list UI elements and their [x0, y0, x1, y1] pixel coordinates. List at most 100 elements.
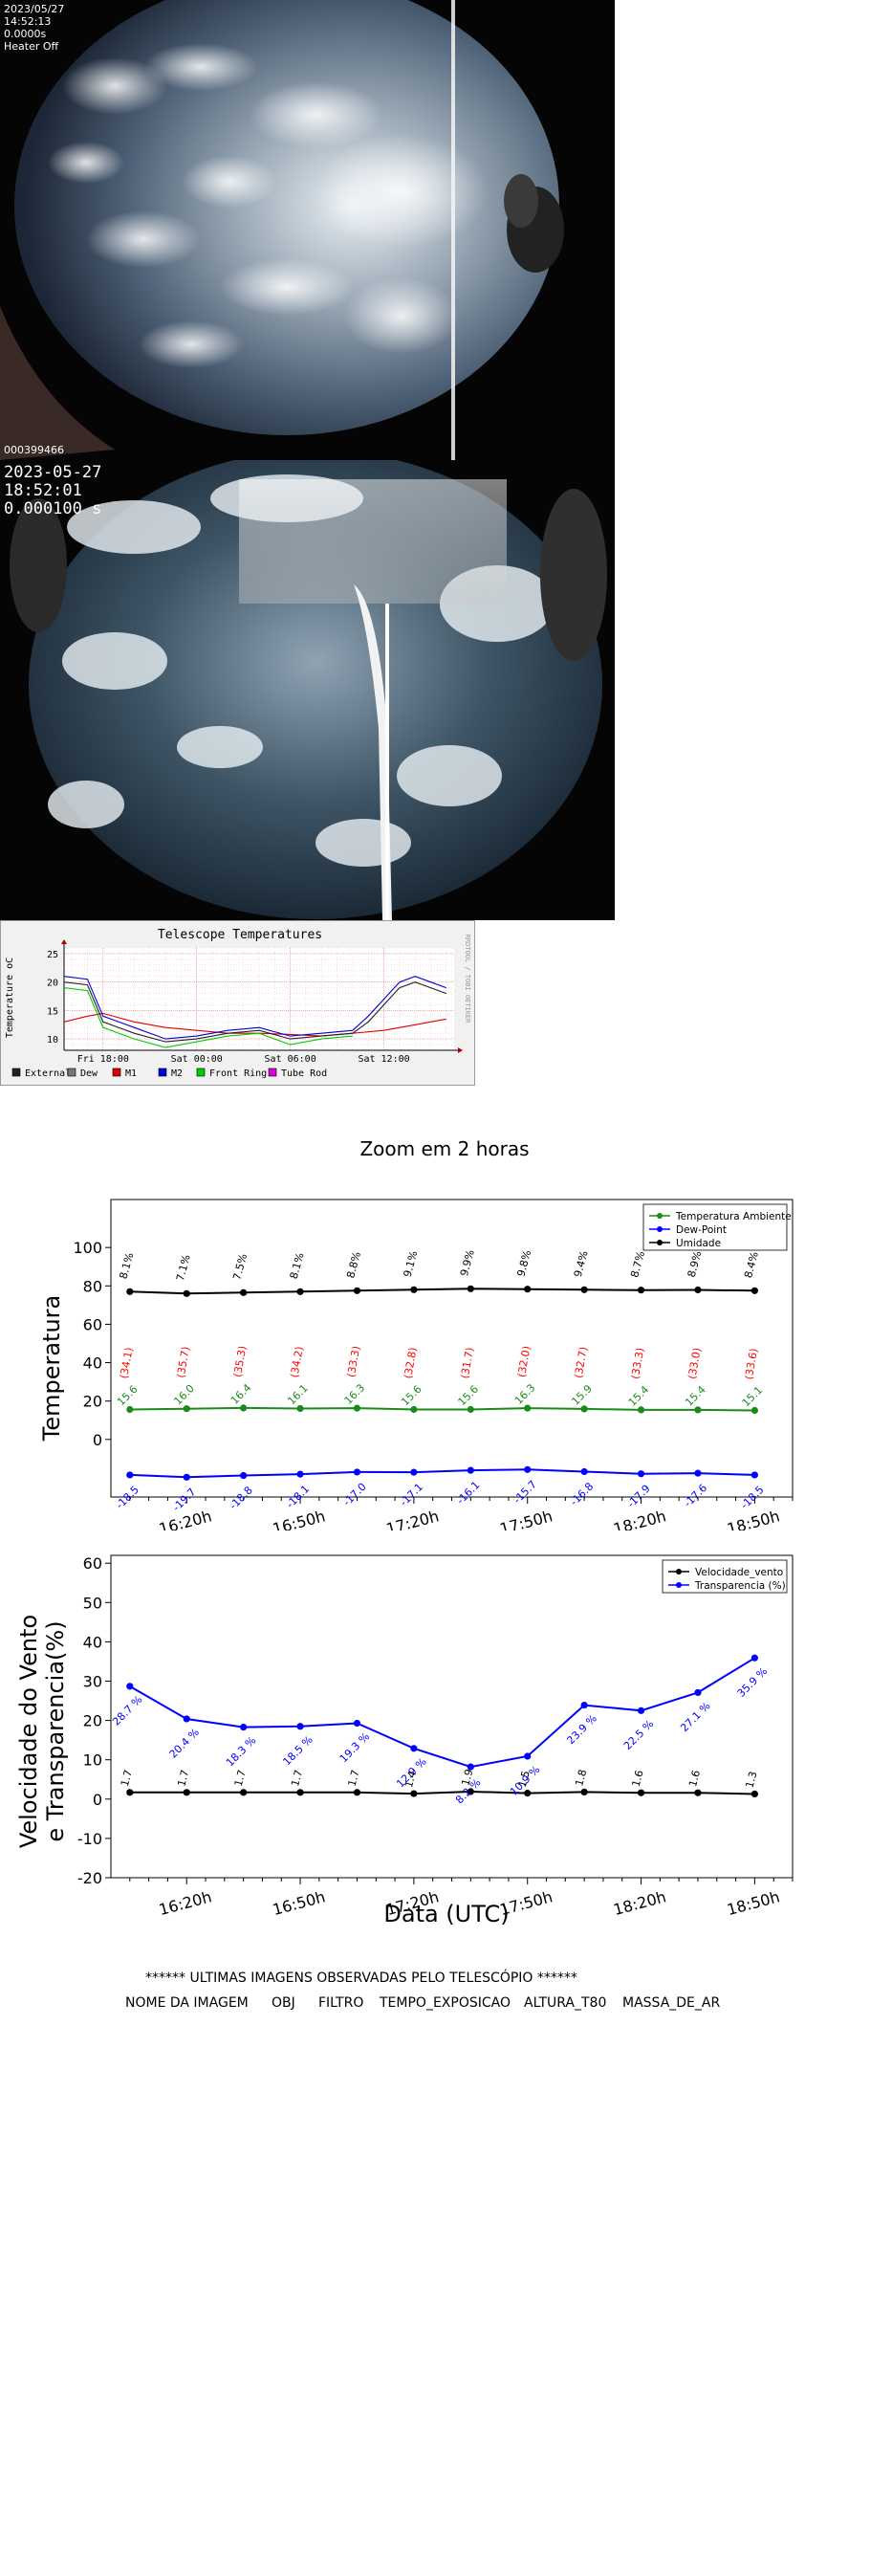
zoom-point-temperatura-ambiente — [467, 1405, 474, 1414]
zoom-data-label: -16.1 — [454, 1479, 482, 1507]
zoom-data-label: 16.3 — [512, 1381, 538, 1407]
zoom-data-label: -19.7 — [170, 1486, 198, 1513]
telescope-legend-label: M1 — [125, 1068, 137, 1079]
wind-data-label: 1.7 — [232, 1769, 249, 1788]
wind-ytick-label: 50 — [83, 1594, 102, 1612]
wind-ytick-label: 10 — [83, 1751, 102, 1770]
wind-ytick-label: 60 — [83, 1554, 102, 1573]
wind-series-transparencia — [129, 1657, 755, 1769]
column-filtro: FILTRO — [318, 1995, 364, 2011]
zoom-data-label: 15.6 — [456, 1383, 482, 1409]
zoom-data-label: (33.3) — [629, 1347, 647, 1380]
zoom-data-label: (33.0) — [685, 1347, 704, 1380]
wind-xtick-label: 18:20h — [612, 1887, 668, 1919]
zoom-data-label: -17.1 — [398, 1481, 425, 1508]
telescope-legend-swatch — [11, 1068, 21, 1077]
zoom-data-label: 16.3 — [342, 1381, 368, 1407]
zoom-data-label: 15.9 — [569, 1382, 595, 1408]
zoom-ytick-label: 100 — [73, 1239, 102, 1257]
zoom-data-label: 8.9% — [685, 1249, 705, 1278]
allsky-camera-image-2: 2023-05-27 18:52:01 0.000100 s — [0, 460, 615, 920]
zoom-data-label: 8.7% — [628, 1250, 647, 1279]
wind-point-velocidade-vento — [353, 1789, 361, 1796]
zoom-plot-area: 100 80 60 40 20 0 16:20h 16:50h 17:20h 17:50h 18:2… — [73, 1199, 794, 1530]
wind-data-label: 1.5 — [516, 1770, 533, 1789]
zoom-point-temperatura-ambiente — [750, 1406, 758, 1415]
zoom-series-dew-point — [129, 1468, 755, 1479]
wind-ytick-label: -20 — [77, 1869, 102, 1887]
zoom-point-umidade — [580, 1286, 588, 1293]
wind-point-transparencia — [580, 1701, 588, 1709]
allsky-fisheye-view-1 — [0, 0, 615, 460]
zoom-xtick-label: 17:20h — [384, 1507, 441, 1530]
zoom-point-temperatura-ambiente — [410, 1405, 418, 1414]
zoom-point-temperatura-ambiente — [694, 1406, 702, 1414]
allsky-camera-image-1: 2023/05/27 14:52:13 0.0000s Heater Off 0… — [0, 0, 615, 460]
zoom-point-dew-point — [524, 1465, 532, 1473]
wind-point-velocidade-vento — [126, 1789, 134, 1796]
zoom-point-temperatura-ambiente — [240, 1404, 248, 1412]
zoom-ytick-label: 60 — [83, 1315, 102, 1333]
zoom-legend-marker — [657, 1240, 663, 1245]
telescope-xtick-label: Sat 12:00 — [358, 1054, 409, 1065]
zoom-temperature-chart: Zoom em 2 horas Temperatura 100 80 60 40 20 0… — [38, 1137, 794, 1530]
zoom-ytick-label: 80 — [83, 1277, 102, 1295]
zoom-data-label: -16.8 — [568, 1480, 596, 1508]
wind-data-label: 1.9 — [459, 1768, 475, 1787]
wind-legend-label: Velocidade_vento — [695, 1567, 783, 1578]
telescope-ytick-label: 15 — [47, 1006, 58, 1017]
wind-data-label: 35.9 % — [735, 1665, 770, 1700]
zoom-data-label: -17.9 — [624, 1483, 652, 1510]
wind-data-label: 1.6 — [630, 1769, 646, 1788]
zoom-data-label: 8.4% — [742, 1250, 761, 1279]
zoom-point-dew-point — [183, 1473, 190, 1481]
zoom-point-dew-point — [637, 1470, 645, 1478]
zoom-data-label: 15.4 — [683, 1383, 708, 1409]
zoom-ytick-label: 20 — [83, 1393, 102, 1411]
telescope-temperatures-panel: Telescope Temperatures Temperature oC RR… — [0, 920, 475, 1086]
wind-data-label: 18.3 % — [224, 1734, 258, 1769]
zoom-point-temperatura-ambiente — [296, 1404, 304, 1413]
wind-point-transparencia — [353, 1719, 361, 1728]
column-tempo-exposicao: TEMPO_EXPOSICAO — [380, 1995, 511, 2011]
zoom-point-umidade — [126, 1288, 134, 1295]
zoom-data-label: 15.6 — [115, 1383, 141, 1409]
wind-data-label: 1.7 — [346, 1769, 362, 1788]
wind-data-label: 18.5 % — [280, 1733, 315, 1768]
wind-ytick-label: 30 — [83, 1673, 102, 1691]
camera2-date: 2023-05-27 — [4, 463, 102, 482]
wind-point-velocidade-vento — [580, 1788, 588, 1796]
zoom-point-dew-point — [126, 1471, 134, 1479]
zoom-data-label: 9.9% — [458, 1248, 477, 1277]
telescope-legend-swatch — [158, 1068, 167, 1077]
wind-point-velocidade-vento — [410, 1790, 418, 1797]
zoom-data-label: 15.1 — [740, 1384, 766, 1410]
zoom-legend-marker — [657, 1226, 663, 1232]
zoom-chart-ylabel: Temperatura — [38, 1295, 65, 1442]
wind-point-transparencia — [694, 1688, 702, 1697]
zoom-legend-label: Temperatura Ambiente — [675, 1211, 792, 1222]
zoom-data-label: (32.0) — [515, 1345, 533, 1378]
zoom-legend-label: Umidade — [676, 1238, 721, 1249]
wind-point-velocidade-vento — [183, 1789, 190, 1796]
zoom-data-label: -18.8 — [228, 1484, 255, 1511]
telescope-legend-label: External — [25, 1068, 71, 1079]
telescope-y-arrow — [61, 939, 67, 944]
zoom-point-temperatura-ambiente — [353, 1404, 361, 1412]
zoom-data-label: 16.0 — [171, 1382, 197, 1408]
telescope-series-front-ring — [63, 987, 353, 1048]
telescope-xtick-label: Sat 06:00 — [265, 1054, 316, 1065]
zoom-data-label: (34.2) — [288, 1345, 306, 1378]
zoom-point-temperatura-ambiente — [580, 1405, 588, 1413]
wind-data-label: 27.1 % — [678, 1700, 712, 1734]
observed-images-heading: ****** ULTIMAS IMAGENS OBSERVADAS PELO T… — [145, 1971, 577, 1986]
zoom-data-label: (33.3) — [345, 1345, 363, 1378]
camera1-heater-status: Heater Off — [4, 40, 59, 53]
zoom-point-umidade — [467, 1285, 474, 1292]
wind-data-label: 19.3 % — [337, 1730, 372, 1765]
wind-data-label: 1.7 — [119, 1769, 135, 1788]
zoom-data-label: (35.3) — [231, 1345, 250, 1378]
zoom-data-label: 8.1% — [288, 1251, 307, 1280]
wind-data-label: 1.8 — [573, 1768, 589, 1787]
